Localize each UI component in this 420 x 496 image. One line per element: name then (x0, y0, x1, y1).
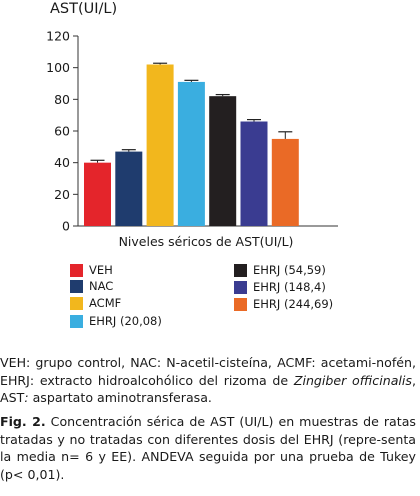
caption-part1: VEH: grupo control, NAC: N-acetil-cisteí… (0, 355, 416, 388)
legend-label: EHRJ (20,08) (89, 314, 162, 328)
legend-label: EHRJ (148,4) (253, 280, 326, 294)
legend-label: EHRJ (54,59) (253, 263, 326, 277)
legend-item: ACMF (70, 296, 121, 310)
y-axis: 0 20 40 60 80 100 120 (46, 29, 338, 234)
bar (271, 138, 299, 226)
legend-item: EHRJ (244,69) (234, 297, 333, 311)
legend-swatch (70, 314, 83, 328)
chart-title: AST(UI/L) (50, 1, 117, 17)
legend-label: ACMF (89, 296, 122, 310)
legend-swatch (70, 296, 83, 310)
y-tick-label: 20 (54, 187, 70, 202)
bar (209, 96, 237, 227)
legend-item: EHRJ (148,4) (234, 280, 326, 294)
figure-caption: Fig. 2. Concentración sérica de AST (UI/… (0, 413, 416, 483)
legend-swatch (234, 297, 247, 311)
bar (177, 81, 205, 227)
y-tick-label: 60 (54, 124, 70, 139)
legend-item: EHRJ (54,59) (234, 263, 326, 277)
caption-colon: : (24, 390, 29, 405)
figure-label: Fig. 2. (0, 414, 46, 429)
caption-part3: aspartato aminotransferasa. (28, 390, 212, 405)
figure-caption-text: Concentración sérica de AST (UI/L) en mu… (0, 414, 416, 482)
x-axis-label: Niveles séricos de AST(UI/L) (119, 234, 294, 249)
legend-label: EHRJ (244,69) (253, 297, 334, 311)
abbreviations-caption: VEH: grupo control, NAC: N-acetil-cisteí… (0, 354, 416, 407)
legend-label: NAC (89, 279, 114, 293)
caption-species: Zingiber officinalis (293, 372, 412, 388)
legend-swatch (234, 280, 247, 294)
legend-label: VEH (89, 263, 113, 277)
legend-item: EHRJ (20,08) (70, 314, 162, 328)
legend-item: VEH (70, 263, 113, 277)
legend-swatch (70, 279, 83, 293)
y-tick-label: 100 (46, 60, 70, 75)
y-tick-label: 0 (62, 219, 70, 234)
legend-swatch (70, 263, 83, 277)
legend-item: NAC (70, 279, 113, 293)
chart: AST(UI/L) 0 20 40 60 80 100 120 Niveles sérico… (46, 1, 338, 249)
y-tick-label: 120 (46, 29, 70, 44)
bars (84, 62, 299, 227)
caption-part2: , AST (0, 372, 417, 406)
legend-swatch (234, 263, 247, 277)
bar (146, 64, 174, 226)
bar (240, 121, 268, 226)
y-tick-label: 80 (54, 92, 70, 107)
y-tick-label: 40 (54, 155, 70, 170)
bar (84, 162, 111, 226)
bar (115, 151, 143, 226)
